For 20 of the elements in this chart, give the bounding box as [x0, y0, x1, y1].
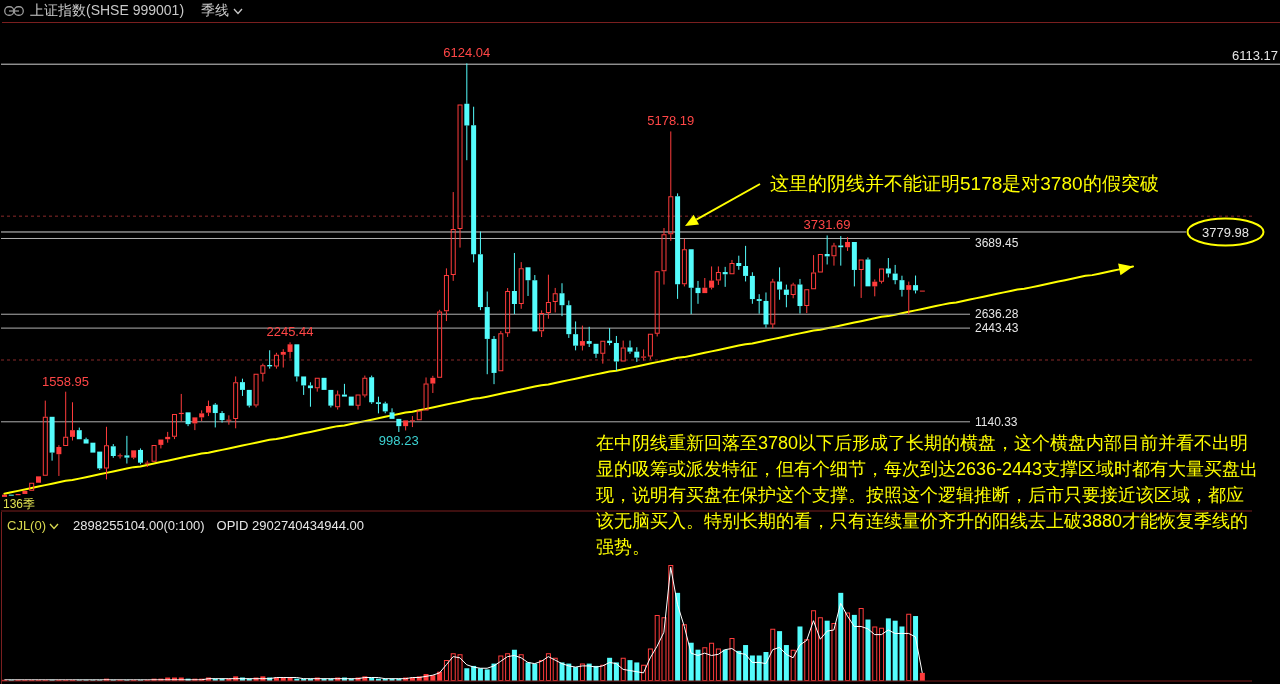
ref-line-label: 3779.98	[1202, 224, 1249, 240]
annotation: 2245.44	[266, 324, 314, 340]
ref-line-label: 6113.17	[1231, 48, 1278, 64]
ref-line-label: 3689.45	[975, 236, 1019, 251]
ref-line-label: 2443.43	[975, 321, 1019, 336]
annotation: 6124.04	[443, 45, 491, 61]
chart-title: CJL(0)	[7, 517, 47, 533]
annotation: 在中阴线重新回落至3780以下后形成了长期的横盘，这个横盘内部目前并看不出明显的吸筹或派发特征，但有个细节，每次到达2636-2443支撑区域时都有大量买盘出现，说明有买盘在保护这个支撑。按照这个逻辑推断，后市只要接近该区域，都应该无脑买入。特别长期的看，只有连续量价齐升的阳线去上破3880才能恢复季线的强势。	[596, 433, 1259, 557]
annotation: 136季	[3, 497, 36, 511]
text: OPID 2902740434944.00	[216, 517, 365, 533]
annotation: 5178.19	[647, 113, 695, 129]
text: 2898255104.00(0:100)	[73, 517, 205, 533]
chart-title: 上证指数(SHSE 999001)	[30, 2, 185, 20]
ref-line-label: 2636.28	[975, 307, 1019, 322]
annotation: 3731.69	[803, 217, 851, 233]
annotation: 998.23	[378, 432, 419, 448]
annotation: 1558.95	[42, 373, 90, 389]
ref-line-label: 1140.33	[975, 414, 1018, 429]
chart-subtitle: 季线	[201, 2, 230, 20]
annotation: 这里的阴线并不能证明5178是对3780的假突破	[770, 173, 1159, 194]
